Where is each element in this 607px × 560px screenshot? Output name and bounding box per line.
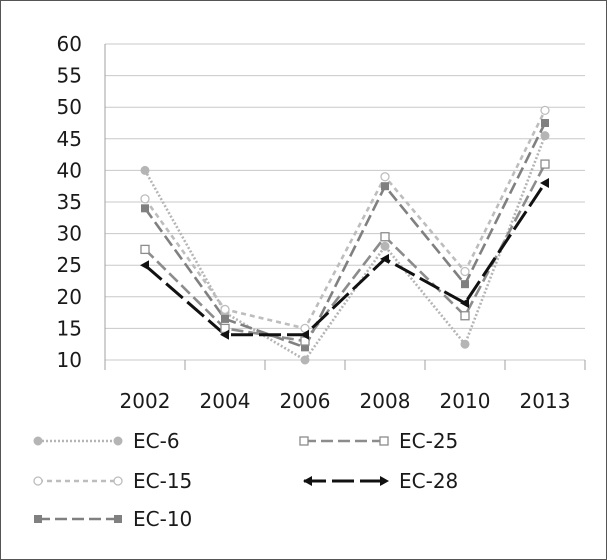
legend-marker [299,436,309,446]
legend-marker [303,476,312,486]
legend-marker [113,436,123,446]
data-point-ec-10 [461,280,469,289]
legend-marker [113,476,123,486]
data-point-ec-6 [540,131,550,141]
y-tick-label: 60 [57,32,82,56]
data-point-ec-15 [460,266,470,277]
series-line-ec-15 [143,109,547,330]
legend: EC-6 EC-15 EC-10 EC-25 EC-28 [33,429,458,531]
data-point-ec-28 [140,260,149,271]
x-tick-label: 2008 [360,389,411,413]
legend-marker [34,515,42,523]
data-point-ec-25 [380,232,390,242]
legend-entry-ec-28: EC-28 [303,469,458,493]
y-tick-label: 40 [57,158,82,182]
legend-marker [33,476,43,486]
y-tick-label: 20 [57,285,82,309]
series-line-ec-25 [144,163,547,343]
data-point-ec-15 [540,105,550,116]
x-tick-label: 2002 [120,389,171,413]
data-point-ec-10 [301,343,309,352]
legend-marker [33,436,43,446]
axes: 10 15 20 25 30 35 40 45 50 55 60 2002 2004 2006 2008 20… [57,32,586,413]
data-point-ec-25 [540,159,550,169]
data-point-ec-28 [220,329,229,340]
x-tick-label: 2006 [280,389,331,413]
legend-entry-ec-25: EC-25 [299,429,458,453]
x-tick-label: 2004 [200,389,251,413]
legend-marker [380,476,389,486]
y-tick-label: 10 [57,348,82,372]
x-tick-label: 2013 [520,389,571,413]
data-point-ec-6 [380,241,390,251]
data-point-ec-10 [381,182,389,191]
y-tick-label: 45 [57,127,82,151]
series-lines [140,105,550,365]
legend-label: EC-10 [133,507,192,531]
y-tick-label: 35 [57,190,82,214]
y-tick-label: 55 [57,64,82,88]
data-point-ec-15 [220,304,230,315]
data-point-ec-10 [221,314,229,323]
legend-label: EC-6 [133,429,180,453]
data-point-ec-6 [300,355,310,365]
series-line-ec-10 [143,122,547,349]
data-point-ec-28 [380,253,389,264]
legend-marker [114,515,122,523]
data-point-ec-6 [460,339,470,349]
data-point-ec-15 [140,194,150,204]
data-point-ec-10 [541,119,549,127]
series-line-ec-28 [144,182,547,337]
data-point-ec-6 [140,165,150,175]
data-point-ec-25 [140,244,150,255]
data-point-ec-28 [540,178,549,189]
legend-label: EC-15 [133,469,192,493]
x-tick-label: 2010 [440,389,491,413]
legend-entry-ec-10: EC-10 [34,507,192,531]
y-tick-label: 50 [57,95,82,119]
y-tick-label: 25 [57,253,82,277]
y-tick-label: 30 [57,222,82,246]
legend-entry-ec-15: EC-15 [33,469,192,493]
data-point-ec-10 [141,204,149,213]
legend-marker [379,436,389,446]
series-line-ec-6 [143,135,547,362]
data-point-ec-15 [380,172,390,182]
legend-entry-ec-6: EC-6 [33,429,180,453]
legend-label: EC-25 [399,429,458,453]
y-tick-label: 15 [57,316,82,340]
data-point-ec-28 [460,298,469,309]
legend-label: EC-28 [399,469,458,493]
data-point-ec-25 [460,311,470,321]
data-point-ec-28 [300,329,309,340]
gridlines [105,43,585,361]
